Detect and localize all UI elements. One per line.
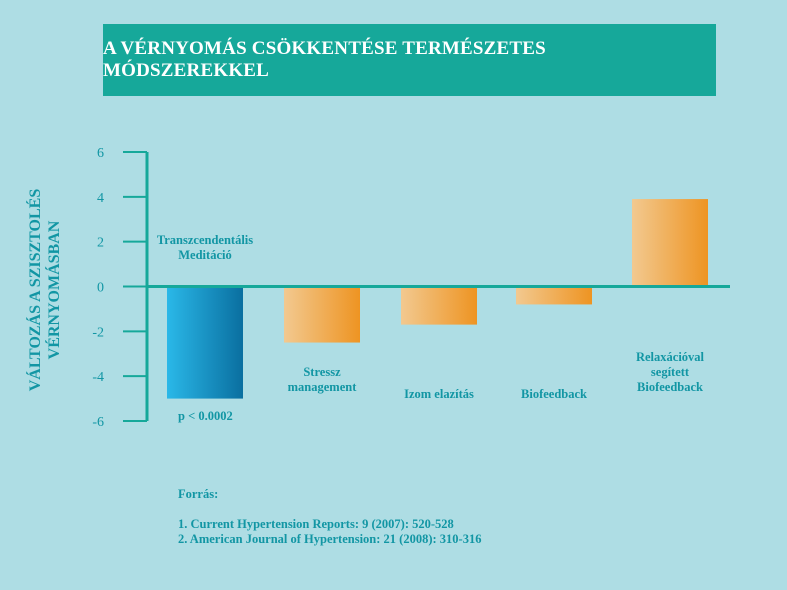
chart-title: A VÉRNYOMÁS CSÖKKENTÉSE TERMÉSZETES MÓDS… <box>103 38 546 81</box>
y-tick-label-3: 2 <box>97 236 104 251</box>
y-tick-label-7: -6 <box>92 415 104 430</box>
y-tick-label-6: -4 <box>92 370 104 385</box>
y-tick-label-2: 4 <box>97 191 104 206</box>
category-label-2: Stressz management <box>287 365 357 394</box>
y-tick-label-5: -2 <box>92 325 104 340</box>
source-item-1: 1. Current Hypertension Reports: 9 (2007… <box>178 517 454 531</box>
sources-heading: Forrás: <box>178 487 219 501</box>
y-tick-label-4: 0 <box>97 281 104 296</box>
bar-1 <box>167 286 243 399</box>
category-label-5: Relaxációval segített Biofeedback <box>635 350 705 394</box>
p-value-annotation: p < 0.0002 <box>178 409 233 423</box>
y-tick-label-1: 6 <box>97 146 104 161</box>
sources-block: Forrás: 1. Current Hypertension Reports:… <box>178 487 481 547</box>
category-label-4: Biofeedback <box>521 387 587 401</box>
title-banner: A VÉRNYOMÁS CSÖKKENTÉSE TERMÉSZETES MÓDS… <box>103 24 716 96</box>
bar-2 <box>284 286 360 343</box>
bar-4 <box>516 286 592 305</box>
category-label-1: Transzcendentális Meditáció <box>156 233 254 262</box>
category-label-3: Izom elazítás <box>404 387 474 401</box>
bar-3 <box>401 286 477 325</box>
source-item-2: 2. American Journal of Hypertension: 21 … <box>178 532 482 546</box>
bar-5 <box>632 199 708 287</box>
